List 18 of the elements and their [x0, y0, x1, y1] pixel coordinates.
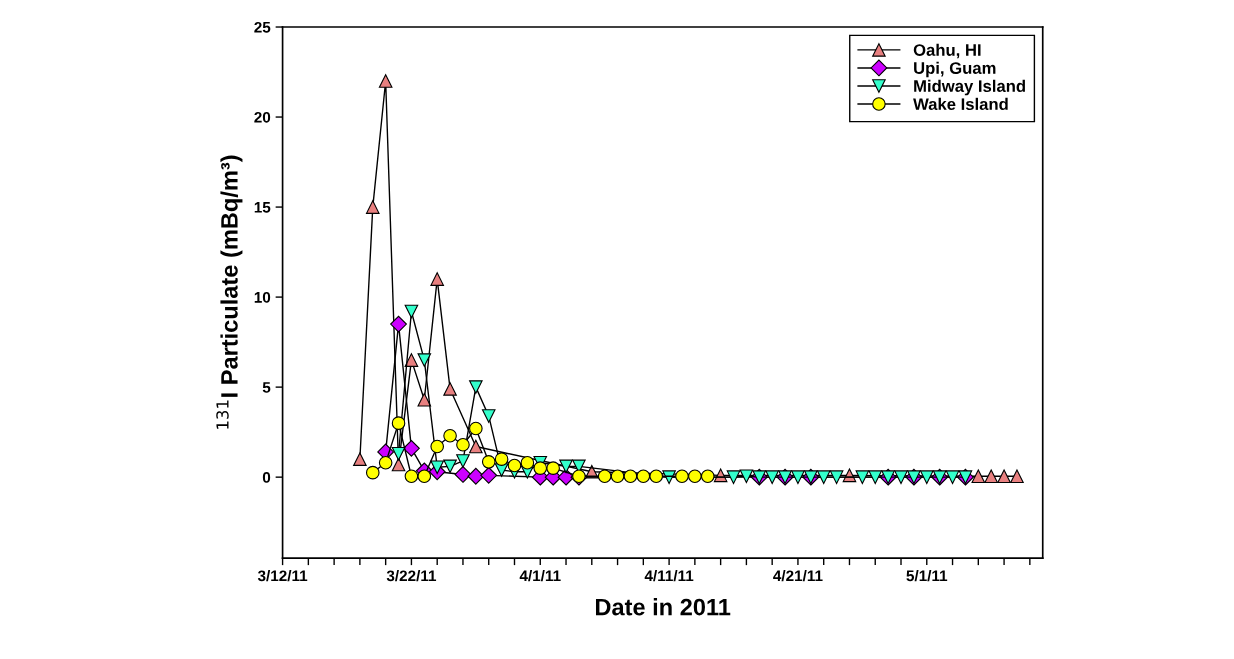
x-tick-label: 4/21/11	[773, 569, 823, 582]
x-tick-label: 3/12/11	[257, 569, 308, 582]
y-tick-label: 20	[254, 111, 271, 123]
x-axis-title: Date in 2011	[595, 598, 731, 616]
y-axis-title: $^{131}$I Particulate (mBq/m³)	[216, 155, 243, 429]
y-tick-label: 10	[254, 291, 271, 303]
x-tick-label: 5/1/11	[906, 569, 948, 582]
legend-label: Oahu, HI	[913, 43, 981, 59]
x-tick-label: 3/22/11	[386, 569, 437, 582]
legend-label: Wake Island	[913, 97, 1008, 111]
y-tick-label: 15	[254, 202, 271, 213]
legend-label: Upi, Guam	[914, 61, 996, 78]
legend-label: Midway Island	[914, 79, 1025, 96]
y-tick-label: 25	[254, 21, 271, 33]
y-tick-label: 0	[262, 472, 271, 483]
x-tick-label: 4/1/11	[519, 569, 561, 582]
y-tick-label: 5	[262, 382, 271, 393]
x-tick-label: 4/11/11	[644, 569, 694, 582]
